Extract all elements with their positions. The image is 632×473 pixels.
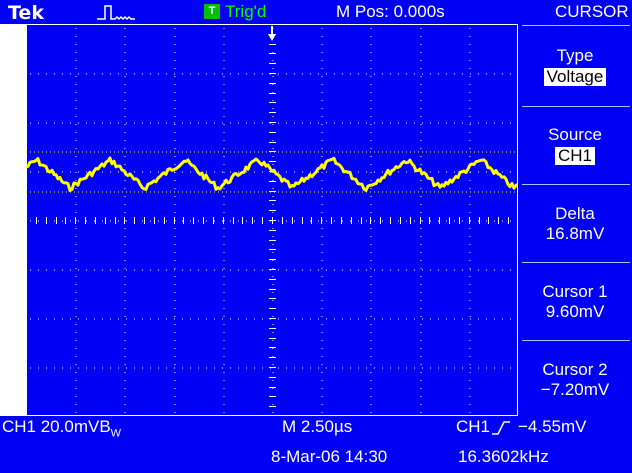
trigger-status-badge: T [204,4,220,19]
trigger-level-readout: −4.55mV [518,417,587,436]
menu-divider [522,262,630,263]
frequency-readout: 16.3602kHz [458,447,549,466]
rising-edge-icon [492,421,510,435]
menu-divider [522,25,630,26]
source-value: CH1 [554,147,595,165]
status-bar: Tek T Trig'd M Pos: 0.000s CURSOR [0,0,632,24]
menu-divider [522,184,630,185]
brand-logo: Tek [8,2,44,24]
source-label: Source [548,125,602,144]
menu-divider [522,106,630,107]
cursor-1-value: 9.60mV [545,302,605,321]
delta-readout: Delta 16.8mV [518,204,632,244]
cursor-menu: Type Voltage Source CH1 Delta 16.8mV Cur… [518,24,632,416]
delta-value: 16.8mV [545,224,605,243]
cursor-1-softkey[interactable]: Cursor 1 9.60mV [518,282,632,322]
type-label: Type [556,46,594,65]
trigger-position-arrow-icon [268,26,276,41]
cursor-2-label: Cursor 2 [542,360,608,379]
date-time: 8-Mar-06 14:30 [271,447,388,466]
graticule-dots [26,24,518,413]
cursor-1-label: Cursor 1 [542,282,608,301]
source-softkey[interactable]: Source CH1 [518,125,632,166]
cursor-2-value: −7.20mV [540,380,610,399]
type-softkey[interactable]: Type Voltage [518,46,632,87]
menu-title: CURSOR [555,2,629,21]
graticule-grid [26,24,518,413]
menu-divider [522,340,630,341]
horizontal-position-readout: M Pos: 0.000s [336,2,445,21]
trigger-source: CH1 [456,417,491,436]
waveform-display [26,24,518,416]
trigger-status: Trig'd [225,2,267,21]
ch1-waveform [26,156,518,193]
cursor-2-softkey[interactable]: Cursor 2 −7.20mV [518,360,632,400]
type-value: Voltage [543,68,607,86]
ch1-vertical-scale: CH1 20.0mVBW [2,417,122,440]
acquisition-pulse-icon [97,5,135,21]
bandwidth-limit-indicator: BW [99,417,122,440]
bottom-status-bar: CH1 20.0mVBW M 2.50µs CH1 −4.55mV 8-Mar-… [0,416,632,473]
ch1-ground-marker[interactable]: 1▸ [4,166,18,181]
graticule [26,24,518,416]
timebase-readout: M 2.50µs [282,417,353,436]
delta-label: Delta [555,204,595,223]
